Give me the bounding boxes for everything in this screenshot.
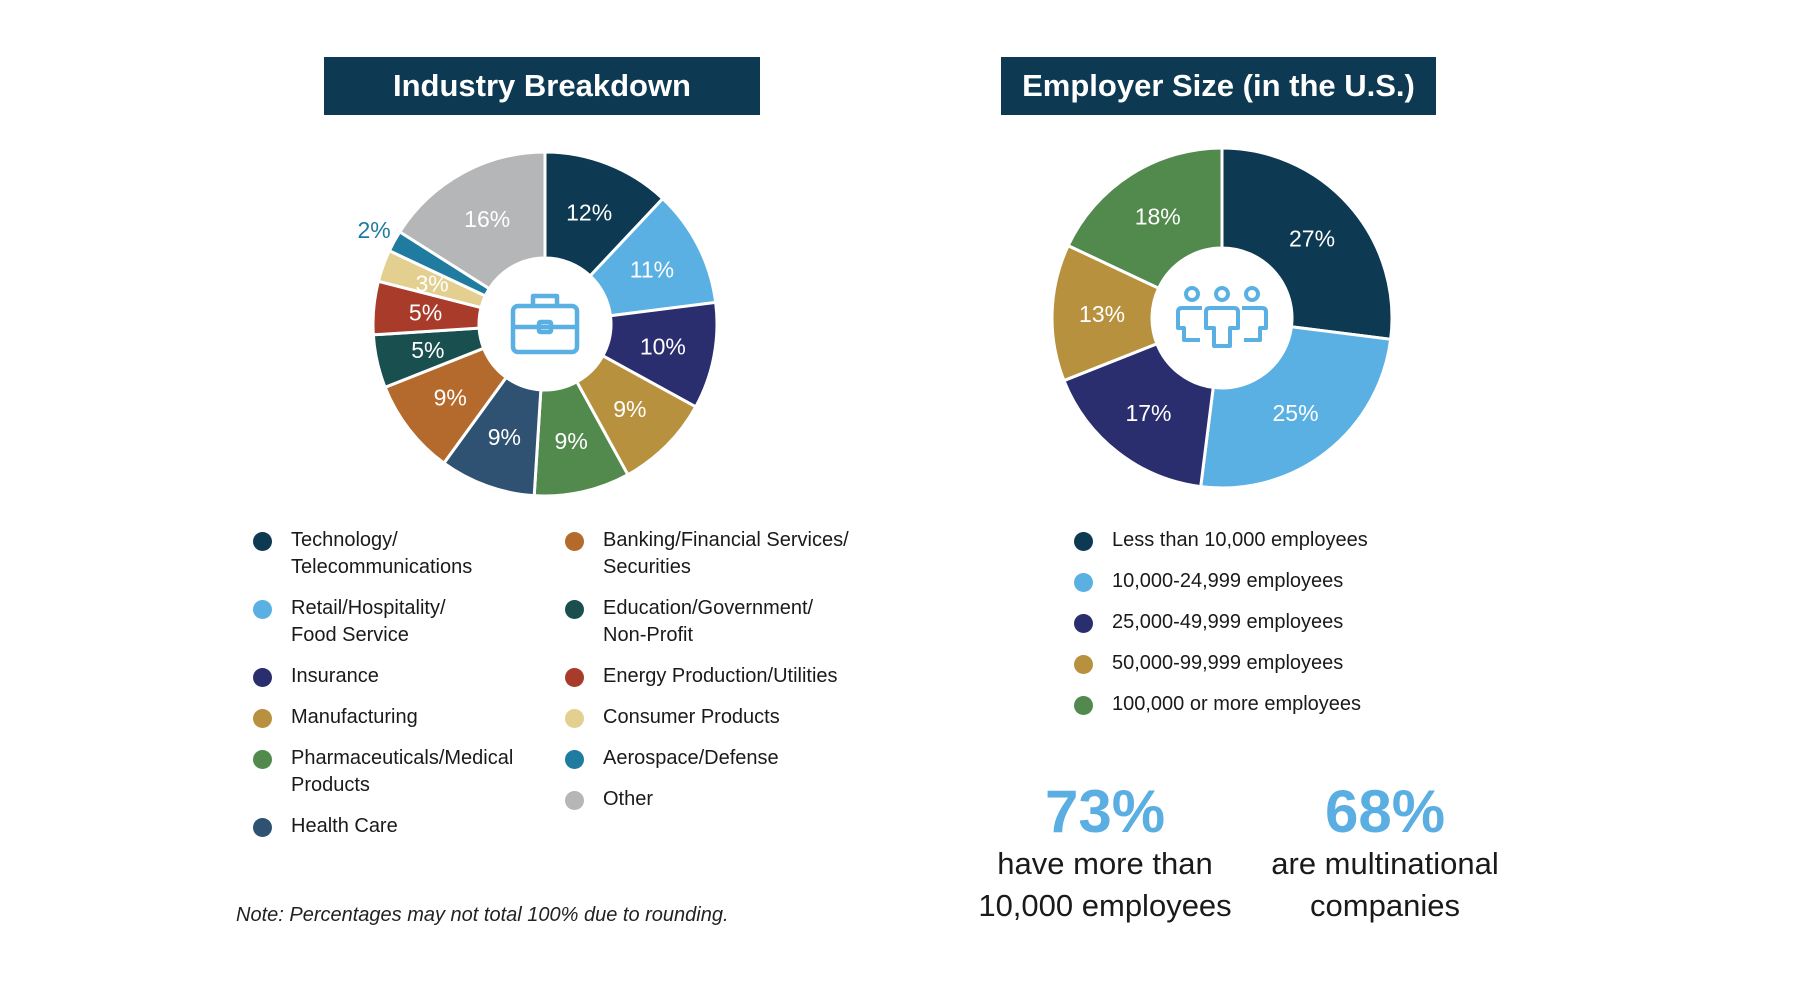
industry-slice-label-8: 5% [409, 300, 442, 326]
industry-slice-label-0: 12% [566, 199, 612, 225]
employer-legend-item-0: Less than 10,000 employees [1074, 527, 1454, 554]
legend-swatch [1074, 614, 1093, 633]
industry-slice-label-5: 9% [488, 424, 521, 450]
legend-swatch [1074, 696, 1093, 715]
legend-swatch [253, 709, 272, 728]
industry-donut-chart: 12%11%10%9%9%9%9%5%5%3%2% 16% [357, 150, 719, 498]
industry-slice-label-7: 5% [411, 337, 444, 363]
legend-swatch [565, 750, 584, 769]
industry-legend-item-1: Retail/Hospitality/ Food Service [253, 595, 553, 649]
employer-slice-1 [1199, 325, 1393, 490]
legend-label: 10,000-24,999 employees [1112, 570, 1344, 592]
legend-label: 25,000-49,999 employees [1112, 611, 1344, 633]
employer-legend-item-2: 25,000-49,999 employees [1074, 609, 1454, 636]
industry-slice-label-1: 11% [630, 257, 674, 283]
legend-label: Pharmaceuticals/Medical Products [291, 747, 514, 796]
legend-swatch [1074, 532, 1093, 551]
stat-more-than-10000: 73% have more than 10,000 employees [955, 781, 1255, 927]
legend-swatch [253, 532, 272, 551]
industry-slice-label-11: 16% [464, 206, 510, 232]
industry-legend-col-1: Technology/ Telecommunications Retail/Hos… [253, 527, 553, 854]
industry-legend-item-9: Consumer Products [565, 704, 895, 731]
employer-legend-item-1: 10,000-24,999 employees [1074, 568, 1454, 595]
legend-swatch [565, 709, 584, 728]
legend-label: Consumer Products [603, 706, 780, 728]
briefcase-icon [510, 293, 580, 355]
legend-swatch [565, 600, 584, 619]
industry-slice-label-4: 9% [555, 428, 588, 454]
legend-swatch [253, 600, 272, 619]
people-group-icon [1176, 286, 1268, 348]
legend-label: Technology/ Telecommunications [291, 529, 473, 578]
stat-text: have more than 10,000 employees [978, 846, 1232, 923]
industry-legend-item-10: Aerospace/Defense [565, 745, 895, 772]
employer-slice-label-3: 13% [1079, 301, 1125, 327]
legend-label: Aerospace/Defense [603, 747, 779, 769]
industry-slice-label-6: 9% [434, 385, 467, 411]
legend-swatch [253, 750, 272, 769]
employer-slice-label-2: 17% [1125, 400, 1171, 426]
industry-legend-item-7: Education/Government/ Non-Profit [565, 595, 895, 649]
legend-label: Insurance [291, 665, 379, 687]
legend-label: Energy Production/Utilities [603, 665, 838, 687]
legend-label: 100,000 or more employees [1112, 693, 1362, 715]
legend-label: Other [603, 788, 654, 810]
legend-swatch [253, 668, 272, 687]
legend-label: Manufacturing [291, 706, 418, 728]
legend-label: Health Care [291, 815, 398, 837]
industry-slice-label-3: 9% [613, 396, 646, 422]
legend-swatch [565, 791, 584, 810]
rounding-note: Note: Percentages may not total 100% due… [236, 904, 729, 926]
industry-breakdown-title: Industry Breakdown [324, 57, 760, 115]
industry-legend-item-6: Banking/Financial Services/ Securities [565, 527, 895, 581]
employer-slice-label-0: 27% [1289, 226, 1335, 252]
legend-label: Banking/Financial Services/ Securities [603, 529, 849, 578]
employer-slice-label-4: 18% [1135, 204, 1181, 230]
stat-value: 68% [1324, 778, 1446, 845]
legend-label: Retail/Hospitality/ Food Service [291, 597, 446, 646]
employer-size-donut-chart: 27% 25% 17% 13% 18% [1050, 146, 1394, 490]
industry-legend-item-8: Energy Production/Utilities [565, 663, 895, 690]
industry-legend-item-4: Pharmaceuticals/Medical Products [253, 745, 553, 799]
legend-swatch [253, 818, 272, 837]
legend-swatch [565, 532, 584, 551]
industry-legend-item-5: Health Care [253, 813, 553, 840]
legend-label: Less than 10,000 employees [1112, 529, 1368, 551]
legend-label: 50,000-99,999 employees [1112, 652, 1344, 674]
employer-slice-4 [1066, 146, 1224, 291]
employer-slice-2 [1061, 341, 1215, 489]
employer-legend-item-3: 50,000-99,999 employees [1074, 650, 1454, 677]
industry-legend-item-3: Manufacturing [253, 704, 553, 731]
employer-legend-item-4: 100,000 or more employees [1074, 691, 1454, 718]
industry-slice-label-2: 10% [640, 333, 686, 359]
employer-size-legend: Less than 10,000 employees 10,000-24,999 … [1074, 527, 1454, 732]
stat-multinational: 68% are multinational companies [1240, 781, 1530, 927]
legend-swatch [1074, 655, 1093, 674]
industry-slice-label-10: 2% [357, 217, 390, 243]
industry-slice-11 [397, 150, 547, 291]
legend-swatch [565, 668, 584, 687]
employer-size-title: Employer Size (in the U.S.) [1001, 57, 1436, 115]
stat-value: 73% [1044, 778, 1166, 845]
legend-label: Education/Government/ Non-Profit [603, 597, 814, 646]
employer-slice-label-1: 25% [1273, 400, 1319, 426]
legend-swatch [1074, 573, 1093, 592]
industry-legend-col-2: Banking/Financial Services/ Securities Ed… [565, 527, 895, 827]
industry-legend-item-2: Insurance [253, 663, 553, 690]
stat-text: are multinational companies [1271, 846, 1499, 923]
industry-legend-item-0: Technology/ Telecommunications [253, 527, 553, 581]
industry-legend-item-11: Other [565, 786, 895, 813]
employer-slice-0 [1220, 146, 1394, 341]
